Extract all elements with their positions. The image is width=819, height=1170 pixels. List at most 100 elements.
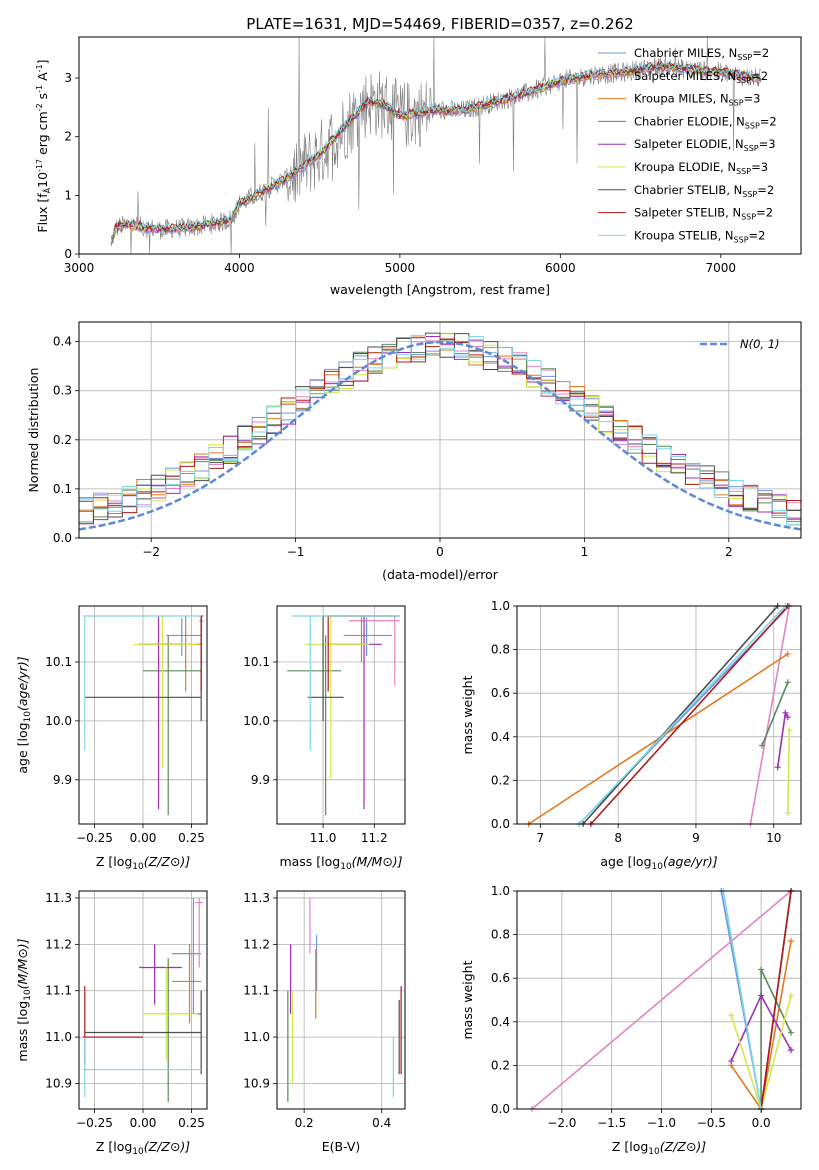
x-tick-label: 0.4	[372, 1116, 391, 1130]
error-bars	[287, 615, 400, 816]
mass-weight-marker	[759, 742, 766, 749]
y-tick-label: 0.4	[53, 335, 72, 349]
mass-weight-marker	[728, 1058, 735, 1065]
y-tick-label: 0.3	[53, 384, 72, 398]
y-tick-label: 10.1	[243, 655, 270, 669]
x-tick-label: 1	[581, 545, 589, 559]
y-tick-label: 0.0	[491, 817, 510, 831]
panel-age-vs-mass: 11.0 11.2 9.9 10.0 10.1 mass [log10(M/M⊙)]	[243, 605, 406, 872]
x-tick-label: 10	[766, 831, 781, 845]
panel-massweight-vs-metallicity: −2.0 −1.5 −1.0 −0.5 0.0 0.0 0.2 0.4 0.6 0.8 1.0 Z […	[460, 884, 802, 1157]
y-axis-label: mass weight	[460, 960, 475, 1039]
chart-title: PLATE=1631, MJD=54469, FIBERID=0357, z=0…	[246, 15, 633, 33]
error-bars	[82, 897, 204, 1103]
x-tick-label: 0.00	[130, 1116, 157, 1130]
y-tick-label: 11.3	[45, 891, 72, 905]
y-tick-label: 1.0	[491, 599, 510, 613]
mass-weight-line	[582, 605, 779, 825]
y-tick-label: 10.0	[45, 714, 72, 728]
y-tick-label: 1	[64, 188, 72, 202]
x-tick-label: 0.25	[178, 831, 205, 845]
mass-weight-marker	[758, 966, 765, 973]
mass-weight-marker	[784, 810, 791, 817]
legend: N(0, 1)	[700, 337, 780, 351]
x-axis-label: mass [log10(M/M⊙)]	[279, 854, 402, 872]
panel-mass-vs-metallicity: −0.25 0.00 0.25 10.9 11.0 11.1 11.2 11.3 Z [log1…	[15, 890, 208, 1157]
y-tick-label: 0.0	[53, 531, 72, 545]
mass-weight-line	[531, 890, 792, 1110]
mass-weight-marker	[784, 650, 791, 657]
y-tick-label: 11.0	[243, 1030, 270, 1044]
mass-weight-marker	[782, 709, 789, 716]
y-axis-label: Normed distribution	[26, 368, 41, 493]
mass-weight-marker	[788, 1029, 795, 1036]
legend-label: Salpeter STELIB, NSSP=2	[634, 206, 773, 222]
x-tick-label: 0.25	[178, 1116, 205, 1130]
y-tick-label: 9.9	[251, 773, 270, 787]
legend-label: Salpeter ELODIE, NSSP=3	[634, 137, 776, 153]
x-tick-label: 0.2	[295, 1116, 314, 1130]
legend-label: Chabrier STELIB, NSSP=2	[634, 183, 774, 199]
x-tick-label: 7	[537, 831, 545, 845]
x-tick-label: 0.0	[752, 1116, 771, 1130]
mass-weight-marker	[784, 679, 791, 686]
y-tick-label: 0.2	[491, 1058, 510, 1072]
mass-weight-line	[776, 710, 789, 768]
x-tick-label: 6000	[545, 261, 576, 275]
y-tick-label: 10.0	[243, 714, 270, 728]
x-tick-label: 0	[436, 545, 444, 559]
panel-mass-vs-ebv: 0.2 0.4 10.9 11.0 11.1 11.2 11.3 E(B-V)	[243, 890, 406, 1154]
gaussian-curve	[78, 340, 802, 531]
panel-residual-histogram: −2 −1 0 1 2 0.0 0.1 0.2 0.3 0.4 N(0, 1) (data-mod…	[26, 321, 802, 582]
y-tick-label: 11.1	[45, 984, 72, 998]
legend-label: Chabrier MILES, NSSP=2	[634, 46, 769, 62]
x-tick-label: 0.00	[130, 831, 157, 845]
x-tick-label: 5000	[385, 261, 416, 275]
x-tick-label: −0.25	[76, 1116, 113, 1130]
y-tick-label: 0.8	[491, 643, 510, 657]
mass-weight-marker	[788, 938, 795, 945]
mass-weight-line	[749, 605, 791, 825]
mass-weight-marker	[786, 727, 793, 734]
mass-weight-line	[761, 681, 789, 746]
y-axis-label: mass [log10(M/M⊙)]	[15, 938, 33, 1061]
x-tick-label: −1.5	[597, 1116, 626, 1130]
y-axis-label: age [log10(age/yr)]	[15, 656, 33, 773]
x-axis-label: (data-model)/error	[382, 567, 499, 582]
y-tick-label: 9.9	[53, 773, 72, 787]
y-tick-label: 11.0	[45, 1030, 72, 1044]
x-axis-label: wavelength [Angstrom, rest frame]	[330, 282, 550, 297]
error-bars	[287, 897, 402, 1103]
mass-weight-line	[760, 890, 792, 1110]
y-tick-label: 0.2	[53, 433, 72, 447]
mass-weight-marker	[788, 1047, 795, 1054]
histogram-series	[79, 334, 801, 525]
x-tick-label: 4000	[224, 261, 255, 275]
model-spectrum	[110, 63, 762, 247]
model-spectrum	[110, 60, 762, 240]
x-axis-label: Z [log10(Z/Z⊙)]	[96, 1139, 190, 1157]
y-tick-label: 0.8	[491, 928, 510, 942]
mass-weight-line	[590, 605, 789, 825]
error-bars	[82, 615, 204, 816]
y-tick-label: 0.4	[491, 730, 510, 744]
x-tick-label: 7000	[706, 261, 737, 275]
y-tick-label: 11.2	[45, 937, 72, 951]
y-axis-label: Flux [fÅ10-17 erg cm-2 s-1 A-1]	[35, 59, 52, 232]
y-tick-label: 0.2	[491, 773, 510, 787]
x-tick-label: 8	[614, 831, 622, 845]
y-tick-label: 10.9	[45, 1076, 72, 1090]
mass-weight-marker	[728, 1012, 735, 1019]
mass-weight-marker	[784, 714, 791, 721]
x-tick-label: 3000	[64, 261, 95, 275]
panel-age-vs-metallicity: −0.25 0.00 0.25 9.9 10.0 10.1 Z [log10(Z/Z⊙)] a…	[15, 605, 208, 872]
y-tick-label: 3	[64, 71, 72, 85]
x-axis-label: E(B-V)	[322, 1139, 361, 1154]
x-tick-label: −1.0	[647, 1116, 676, 1130]
x-axis-label: age [log10(age/yr)]	[600, 854, 717, 872]
mass-weight-marker	[774, 764, 781, 771]
x-tick-label: 11.2	[361, 831, 388, 845]
legend-label: Salpeter MILES, NSSP=2	[634, 69, 768, 85]
observed-spectrum	[110, 36, 761, 255]
